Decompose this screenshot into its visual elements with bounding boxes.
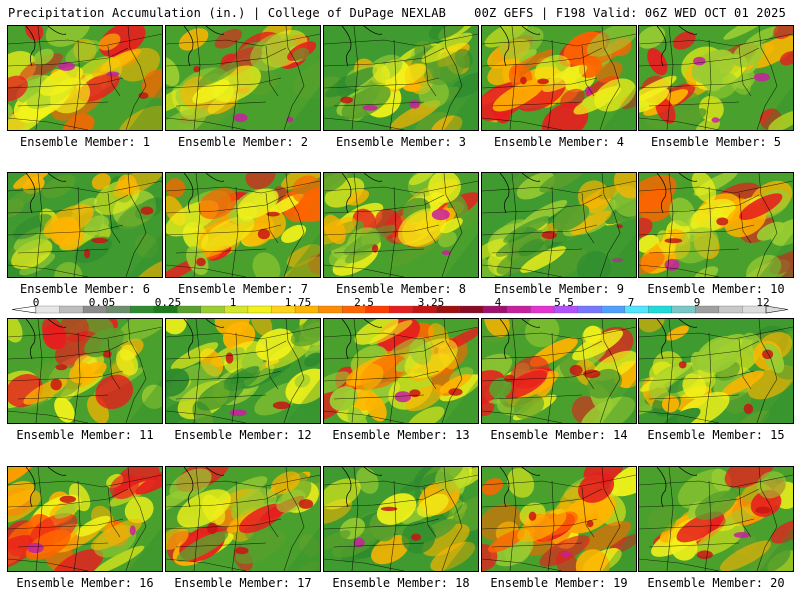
colorbar-swatch [601, 305, 626, 314]
ensemble-member-label: Ensemble Member: 3 [335, 135, 467, 149]
ensemble-member-map [638, 318, 794, 424]
ensemble-member-label: Ensemble Member: 9 [493, 282, 625, 296]
precipitation-field [639, 467, 793, 571]
colorbar-swatch [318, 305, 343, 314]
colorbar-tick-label: 12 [756, 296, 770, 309]
colorbar-swatch [648, 305, 673, 314]
ensemble-member-map [323, 172, 479, 278]
colorbar-tick-label: 5.5 [554, 296, 574, 309]
colorbar-tick-label: 7 [627, 296, 635, 309]
precipitation-field [639, 173, 793, 277]
ensemble-member-map [638, 25, 794, 131]
colorbar-tick-label: 0.25 [154, 296, 182, 309]
ensemble-member-label: Ensemble Member: 8 [335, 282, 467, 296]
colorbar-tick-label: 1 [229, 296, 237, 309]
colorbar-max-arrow [765, 305, 789, 314]
colorbar-swatch [671, 305, 696, 314]
ensemble-member-label: Ensemble Member: 4 [493, 135, 625, 149]
colorbar-tick-label: 2.5 [354, 296, 374, 309]
model-run-info: 00Z GEFS | F198 Valid: 06Z WED OCT 01 20… [474, 6, 786, 20]
ensemble-member-map [323, 466, 479, 572]
ensemble-member-label: Ensemble Member: 20 [647, 576, 785, 590]
colorbar-tick-label: 9 [693, 296, 701, 309]
colorbar-swatch [130, 305, 155, 314]
colorbar-swatch [530, 305, 555, 314]
precipitation-field [639, 319, 793, 423]
colorbar-swatch [577, 305, 602, 314]
precipitation-field [482, 26, 636, 130]
precipitation-field [166, 319, 320, 423]
precipitation-field [324, 173, 478, 277]
ensemble-member-label: Ensemble Member: 18 [332, 576, 470, 590]
ensemble-member-label: Ensemble Member: 5 [650, 135, 782, 149]
ensemble-member-map [7, 466, 163, 572]
precipitation-field [324, 467, 478, 571]
ensemble-member-label: Ensemble Member: 10 [647, 282, 785, 296]
precipitation-field [324, 26, 478, 130]
ensemble-member-label: Ensemble Member: 6 [19, 282, 151, 296]
colorbar-tick-label: 3.25 [417, 296, 445, 309]
ensemble-member-map [638, 172, 794, 278]
colorbar-swatch [506, 305, 531, 314]
ensemble-member-label: Ensemble Member: 14 [490, 428, 628, 442]
map-title: Precipitation Accumulation (in.) | Colle… [8, 6, 447, 20]
ensemble-member-label: Ensemble Member: 17 [174, 576, 312, 590]
colorbar-swatch [718, 305, 743, 314]
ensemble-member-map [323, 318, 479, 424]
colorbar-swatch [59, 305, 84, 314]
colorbar-tick-label: 1.75 [284, 296, 312, 309]
ensemble-member-map [7, 318, 163, 424]
ensemble-member-label: Ensemble Member: 19 [490, 576, 628, 590]
ensemble-member-label: Ensemble Member: 11 [16, 428, 154, 442]
precipitation-field [482, 319, 636, 423]
precipitation-field [324, 319, 478, 423]
ensemble-member-map [7, 25, 163, 131]
colorbar-swatch [35, 305, 61, 314]
precipitation-field [482, 173, 636, 277]
precipitation-field [639, 26, 793, 130]
ensemble-member-label: Ensemble Member: 15 [647, 428, 785, 442]
precipitation-field [8, 173, 162, 277]
colorbar-swatch [459, 305, 484, 314]
ensemble-member-map [323, 25, 479, 131]
precipitation-field [166, 173, 320, 277]
ensemble-member-label: Ensemble Member: 12 [174, 428, 312, 442]
precipitation-field [166, 26, 320, 130]
precipitation-field [166, 467, 320, 571]
colorbar-swatch [247, 305, 272, 314]
ensemble-member-map [481, 466, 637, 572]
ensemble-member-map [481, 318, 637, 424]
colorbar-swatch [200, 305, 225, 314]
ensemble-member-map [165, 172, 321, 278]
precipitation-field [8, 26, 162, 130]
ensemble-member-map [638, 466, 794, 572]
ensemble-member-label: Ensemble Member: 2 [177, 135, 309, 149]
ensemble-member-label: Ensemble Member: 16 [16, 576, 154, 590]
ensemble-member-label: Ensemble Member: 1 [19, 135, 151, 149]
ensemble-member-map [165, 25, 321, 131]
ensemble-member-map [165, 466, 321, 572]
precipitation-colorbar [11, 305, 789, 314]
ensemble-member-label: Ensemble Member: 7 [177, 282, 309, 296]
colorbar-tick-label: 0 [32, 296, 40, 309]
colorbar-swatch [224, 305, 249, 314]
colorbar-swatch [389, 305, 414, 314]
precipitation-field [8, 319, 162, 423]
ensemble-member-label: Ensemble Member: 13 [332, 428, 470, 442]
ensemble-member-map [7, 172, 163, 278]
ensemble-member-map [165, 318, 321, 424]
ensemble-member-map [481, 25, 637, 131]
colorbar-tick-label: 0.05 [88, 296, 116, 309]
colorbar-tick-label: 4 [494, 296, 502, 309]
precipitation-field [482, 467, 636, 571]
precipitation-field [8, 467, 162, 571]
ensemble-member-map [481, 172, 637, 278]
